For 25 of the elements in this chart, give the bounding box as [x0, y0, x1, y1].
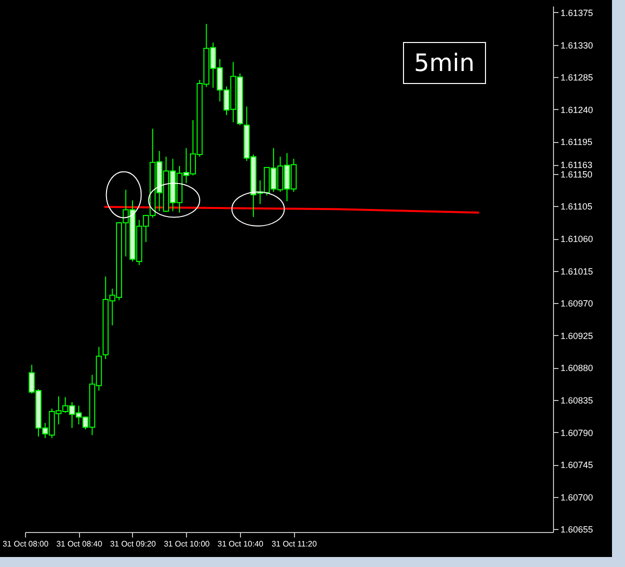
y-tick-label: 1.61060: [560, 234, 594, 244]
y-tick-label: 1.61240: [560, 104, 594, 115]
x-tick-label: 31 Oct 10:40: [218, 540, 264, 548]
y-tick-label: 1.60925: [560, 330, 594, 341]
y-tick-label: 1.61285: [560, 72, 594, 83]
y-tick-label: 1.60880: [560, 363, 594, 374]
y-tick-label: 1.61150: [560, 169, 592, 180]
x-tick-label: 31 Oct 10:00: [164, 540, 210, 548]
y-tick-label: 1.61015: [560, 266, 594, 276]
y-tick-label: 1.61195: [560, 137, 592, 148]
y-tick-label: 1.60700: [560, 492, 594, 502]
y-tick-label: 1.61375: [560, 8, 594, 18]
x-tick-label: 31 Oct 11:20: [272, 540, 318, 548]
y-tick-label: 1.60745: [560, 460, 594, 470]
y-tick-label: 1.61330: [560, 40, 594, 50]
y-tick-label: 1.60970: [560, 298, 594, 309]
x-tick-label: 31 Oct 08:40: [56, 540, 103, 548]
y-tick-label: 1.61105: [560, 202, 592, 212]
y-tick-label: 1.61163: [560, 160, 592, 170]
x-tick-label: 31 Oct 08:00: [2, 540, 49, 548]
y-tick-label: 1.60835: [560, 395, 594, 406]
y-tick-label: 1.60790: [560, 428, 594, 438]
annotation: 5min: [403, 42, 486, 84]
y-tick-label: 1.60655: [560, 524, 594, 535]
x-tick-label: 31 Oct 09:20: [110, 540, 156, 548]
